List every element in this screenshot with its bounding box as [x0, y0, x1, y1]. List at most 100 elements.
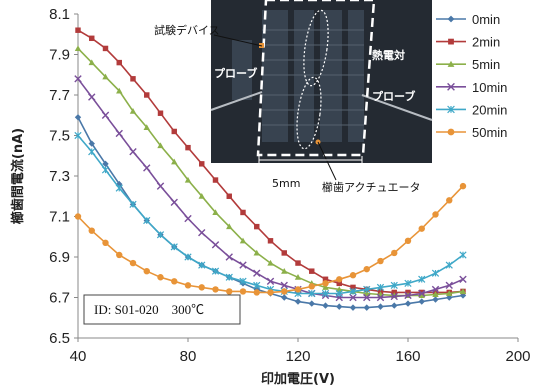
y-tick-label: 7.1 [49, 209, 70, 226]
legend-item: 5min [436, 57, 500, 72]
data-point [129, 259, 137, 267]
x-tick-label: 80 [180, 348, 197, 365]
data-point [116, 251, 123, 259]
label-probe-right: プローブ [372, 89, 415, 103]
data-point [294, 274, 302, 280]
legend-item: 0min [436, 12, 500, 27]
legend-marker [448, 38, 454, 45]
data-point [459, 288, 467, 294]
data-point [170, 198, 178, 207]
data-point [418, 225, 425, 232]
label-scale: 5mm [272, 177, 300, 190]
data-point [322, 284, 329, 290]
data-point [280, 281, 288, 290]
data-point [212, 177, 219, 183]
data-point [171, 278, 178, 285]
label-test-device: 試験デバイス [154, 23, 220, 37]
data-point [295, 260, 301, 266]
data-point [349, 287, 357, 296]
data-point [446, 290, 453, 297]
data-point [376, 283, 385, 291]
data-point [157, 110, 164, 116]
data-point [198, 284, 205, 291]
label-probe-left: プローブ [214, 66, 257, 80]
data-point [404, 300, 412, 307]
data-point [336, 303, 343, 310]
legend-marker [447, 15, 455, 23]
data-point [377, 303, 384, 310]
legend-item: 50min [436, 125, 507, 140]
data-point [88, 93, 96, 101]
x-tick-label: 120 [285, 348, 310, 365]
data-point [281, 267, 288, 274]
data-point [171, 128, 177, 135]
data-point [336, 286, 343, 292]
legend-label: 10min [472, 80, 507, 95]
legend-item: 2min [436, 35, 500, 50]
data-point [322, 276, 329, 282]
data-point [89, 35, 95, 42]
data-point [184, 282, 192, 289]
data-point [116, 59, 122, 66]
data-point [267, 259, 274, 266]
data-point [446, 197, 453, 204]
data-point [281, 288, 288, 295]
data-point [226, 288, 233, 295]
data-point [363, 290, 370, 297]
data-point [226, 223, 233, 230]
y-tick-label: 6.9 [49, 249, 70, 266]
label-thermocouple: 熱電対 [372, 48, 405, 62]
label-comb-actuator: 櫛歯アクチュエータ [322, 180, 420, 194]
data-point [281, 294, 288, 301]
data-point [212, 286, 219, 293]
legend-label: 2min [472, 35, 500, 50]
data-point [143, 216, 151, 225]
data-point [363, 265, 370, 273]
data-point [349, 272, 357, 279]
data-point [102, 45, 109, 52]
data-point [418, 298, 425, 305]
data-point [431, 285, 440, 294]
data-point [335, 289, 343, 298]
data-point [211, 241, 220, 249]
data-point [102, 239, 109, 247]
data-point [143, 164, 151, 172]
data-point [240, 209, 246, 216]
data-point [74, 114, 82, 121]
photo-comb-structure [232, 10, 364, 142]
legend-marker [447, 60, 455, 67]
data-point [184, 176, 192, 183]
data-point [88, 140, 95, 147]
data-point [212, 209, 219, 216]
data-point [266, 277, 275, 285]
probe-right [361, 94, 433, 121]
photo-inset: 試験デバイス プローブ 熱電対 プローブ 5mm 櫛歯アクチュエータ [154, 0, 433, 194]
y-tick-label: 7.5 [49, 128, 70, 145]
data-point [253, 289, 260, 296]
data-point [116, 87, 123, 94]
series-layer [74, 27, 467, 311]
y-tick-label: 6.7 [49, 290, 70, 307]
data-point [445, 261, 453, 269]
legend-item: 10min [436, 80, 507, 95]
data-point [391, 302, 398, 309]
data-point [253, 269, 261, 277]
y-tick-label: 8.1 [49, 6, 70, 23]
y-tick-label: 7.7 [49, 87, 70, 104]
data-point [322, 302, 329, 309]
data-point [239, 288, 247, 295]
data-point [88, 59, 95, 66]
data-point [390, 292, 398, 301]
data-point [459, 251, 467, 259]
data-point [336, 276, 343, 283]
data-point [404, 291, 412, 300]
data-point [102, 73, 109, 80]
data-point [130, 76, 136, 82]
id-box-frame [83, 294, 241, 325]
data-point [185, 144, 191, 151]
data-point [349, 293, 357, 302]
photo-comb-fingers [262, 29, 364, 126]
data-point [254, 223, 260, 230]
data-point [74, 131, 82, 140]
